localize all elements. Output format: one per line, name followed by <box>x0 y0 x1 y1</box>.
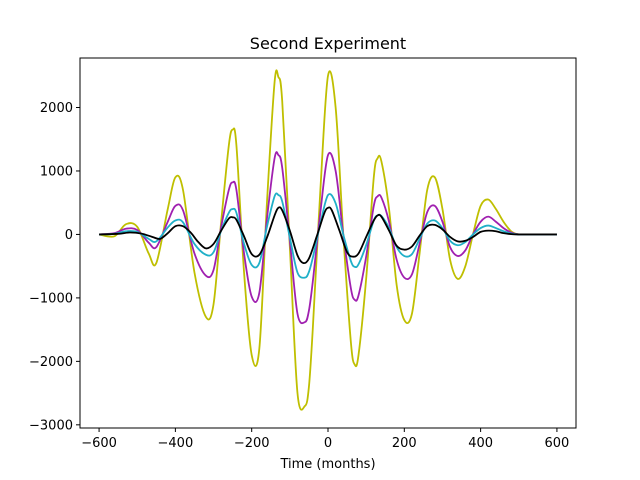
chart-title: Second Experiment <box>250 34 406 53</box>
y-tick-label: 0 <box>65 228 73 243</box>
series-line-4 <box>99 206 557 265</box>
y-tick-label: −1000 <box>29 291 73 306</box>
series-line-2 <box>99 151 557 325</box>
y-tick-label: 1000 <box>40 164 73 179</box>
x-tick-label: −400 <box>158 436 194 451</box>
x-tick-label: 400 <box>468 436 493 451</box>
x-axis-label: Time (months) <box>279 457 375 472</box>
series-layer <box>98 69 557 411</box>
x-tick-label: −600 <box>81 436 117 451</box>
y-tick-label: −2000 <box>29 355 73 370</box>
x-tick-label: 0 <box>324 436 332 451</box>
y-tick-label: 2000 <box>40 101 73 116</box>
y-axis-ticks: −3000 −2000 −1000 0 1000 2000 <box>29 101 80 433</box>
series-line-3 <box>99 192 557 279</box>
x-tick-label: 600 <box>545 436 570 451</box>
series-line-1 <box>98 69 557 411</box>
x-tick-label: −200 <box>234 436 270 451</box>
x-tick-label: 200 <box>392 436 417 451</box>
x-axis-ticks: −600 −400 −200 0 200 400 600 <box>81 428 569 451</box>
y-tick-label: −3000 <box>29 418 73 433</box>
